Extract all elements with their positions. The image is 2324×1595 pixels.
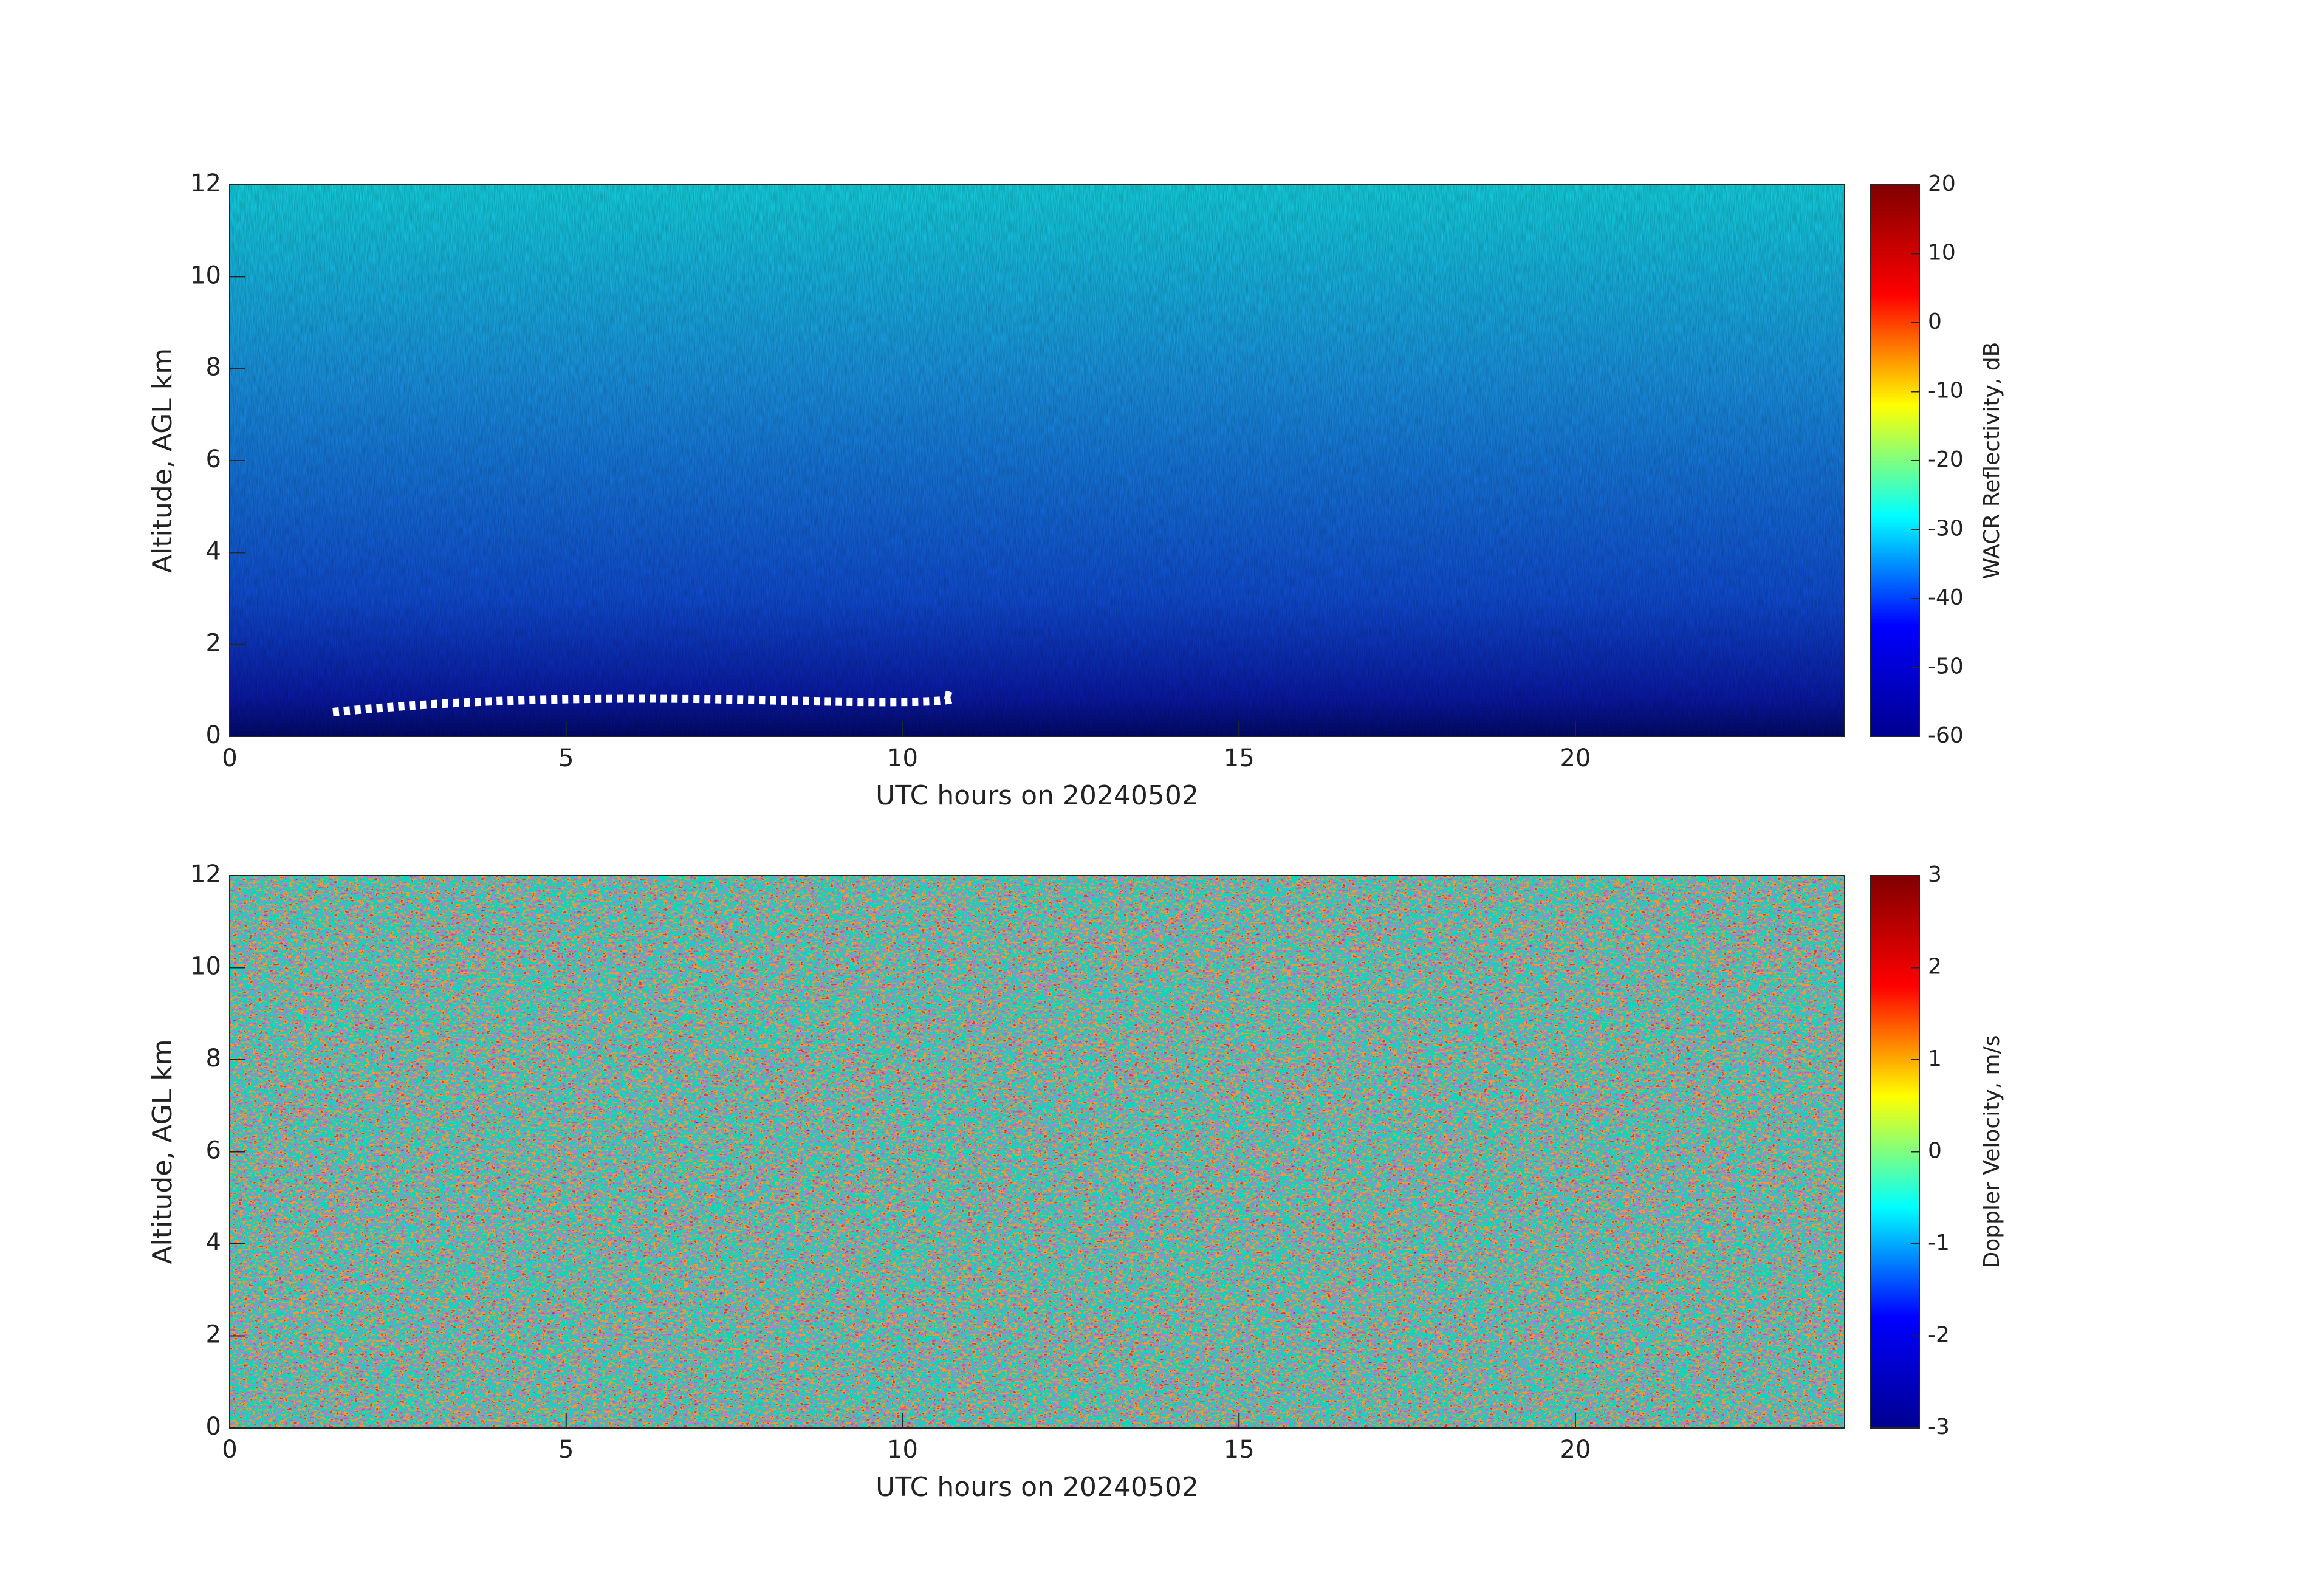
colorbar-tick-label: -30 <box>1928 516 1964 541</box>
x-tick-label: 15 <box>1224 744 1255 772</box>
colorbar-tick-label: -20 <box>1928 447 1964 472</box>
y-tick-label: 6 <box>206 445 221 473</box>
y-tick-label: 4 <box>206 537 221 565</box>
colorbar-tick-label: 2 <box>1928 955 1942 979</box>
y-tick-label: 10 <box>190 261 221 289</box>
y-tick-label: 10 <box>190 953 221 981</box>
y-tick-label: 12 <box>190 170 221 197</box>
x-tick-label: 0 <box>222 744 237 772</box>
x-tick-label: 20 <box>1560 744 1591 772</box>
y-tick-label: 12 <box>190 860 221 888</box>
field <box>230 876 1845 1428</box>
x-axis-label: UTC hours on 20240502 <box>876 1472 1199 1503</box>
x-tick-label: 0 <box>222 1436 237 1464</box>
colorbar-tick-label: -1 <box>1928 1230 1950 1255</box>
colorbar-tick-label: -50 <box>1928 654 1964 679</box>
x-tick-label: 5 <box>558 1436 574 1464</box>
y-tick-label: 4 <box>206 1229 221 1257</box>
x-axis-label: UTC hours on 20240502 <box>876 780 1199 811</box>
colorbar-tick-label: 20 <box>1928 171 1956 196</box>
colorbar-label: WACR Reflectivity, dB <box>1980 342 2004 580</box>
x-tick-label: 10 <box>887 1436 918 1464</box>
colorbar-tick-label: 3 <box>1928 862 1942 887</box>
x-tick-label: 10 <box>887 744 918 772</box>
y-tick-label: 0 <box>206 1413 221 1441</box>
x-tick-label: 20 <box>1560 1436 1591 1464</box>
y-axis-label: Altitude, AGL km <box>147 348 178 573</box>
y-tick-label: 8 <box>206 1044 221 1072</box>
colorbar-tick-label: -10 <box>1928 379 1964 403</box>
y-tick-label: 6 <box>206 1137 221 1165</box>
field-texture <box>230 185 1845 736</box>
colorbar-tick-label: -3 <box>1928 1415 1950 1439</box>
y-tick-label: 8 <box>206 354 221 382</box>
colorbar-tick-label: 0 <box>1928 309 1942 334</box>
y-axis-label: Altitude, AGL km <box>147 1039 178 1264</box>
y-tick-label: 2 <box>206 629 221 657</box>
colorbar-tick-label: 10 <box>1928 241 1956 266</box>
y-tick-label: 2 <box>206 1321 221 1349</box>
colorbar-tick-label: -40 <box>1928 585 1964 610</box>
y-tick-label: 0 <box>206 721 221 749</box>
colorbar-label: Doppler Velocity, m/s <box>1980 1035 2004 1269</box>
colorbar-tick-label: 0 <box>1928 1139 1942 1164</box>
x-tick-label: 15 <box>1224 1436 1255 1464</box>
colorbar-tick-label: 1 <box>1928 1046 1942 1071</box>
x-tick-label: 5 <box>558 744 574 772</box>
colorbar-tick-label: -2 <box>1928 1323 1950 1348</box>
colorbar-tick-label: -60 <box>1928 723 1964 748</box>
